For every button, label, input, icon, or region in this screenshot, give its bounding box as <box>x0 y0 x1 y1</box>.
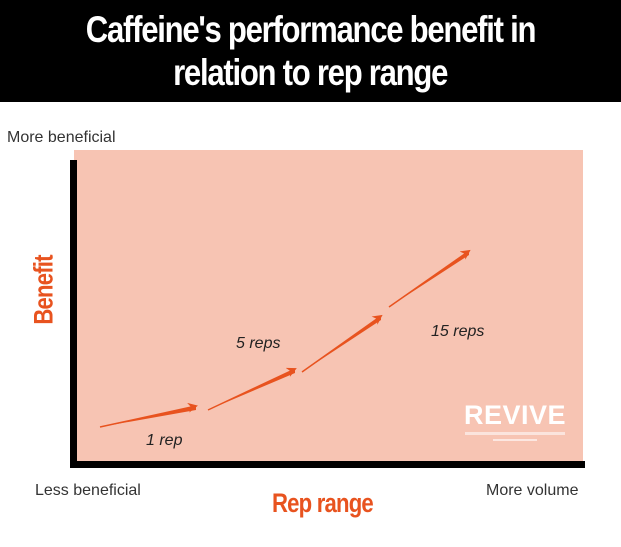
arrow-segment-2 <box>207 367 297 411</box>
arrow-segment-1 <box>99 402 198 428</box>
arrow-segment-3 <box>301 314 383 373</box>
logo-text: REVIVE <box>463 400 567 430</box>
x-axis-title: Rep range <box>272 488 374 518</box>
title-banner: Caffeine's performance benefit in relati… <box>0 0 621 102</box>
y-axis-title: Benefit <box>28 255 59 325</box>
revive-logo: REVIVE <box>457 400 573 441</box>
x-axis-left-label: Less beneficial <box>35 482 141 499</box>
plot-area <box>74 150 583 463</box>
y-axis-top-label: More beneficial <box>7 129 116 146</box>
y-axis-line <box>70 160 77 466</box>
x-axis-right-label: More volume <box>486 482 579 499</box>
x-axis-line <box>70 461 585 468</box>
title-line-2: relation to rep range <box>173 52 448 93</box>
step-label-1-rep: 1 rep <box>146 432 183 449</box>
title-line-1: Caffeine's performance benefit in <box>85 9 537 50</box>
logo-tagline-mark <box>465 432 565 435</box>
step-label-15-reps: 15 reps <box>431 323 485 340</box>
arrow-segment-4 <box>388 249 471 308</box>
step-label-5-reps: 5 reps <box>236 335 281 352</box>
logo-subtitle-mark <box>493 439 537 441</box>
